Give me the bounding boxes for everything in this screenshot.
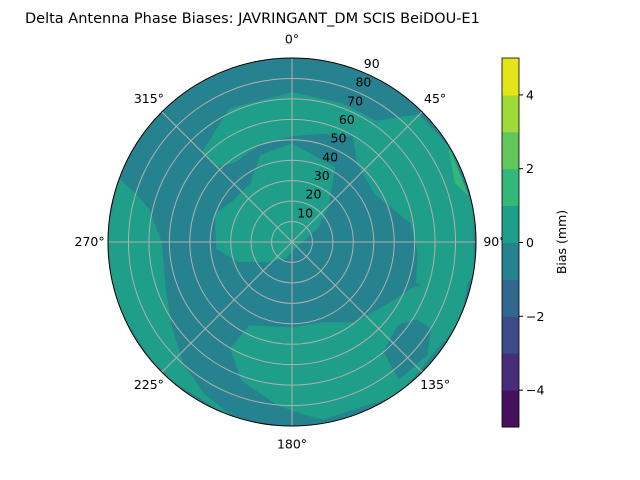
colorbar-band <box>502 94 519 133</box>
angular-gridline <box>291 241 423 373</box>
colorbar-band <box>502 205 519 243</box>
angular-gridline <box>291 111 423 243</box>
colorbar-band <box>502 279 519 317</box>
colorbar-tick-label: −2 <box>526 309 544 324</box>
radial-tick-label: 20 <box>306 187 322 202</box>
colorbar-tick-label: 4 <box>526 87 534 102</box>
radial-tick-label: 50 <box>331 131 347 146</box>
angular-tick-label: 45° <box>424 91 446 106</box>
chart-title: Delta Antenna Phase Biases: JAVRINGANT_D… <box>25 11 480 27</box>
angular-tick-label: 180° <box>277 436 307 451</box>
colorbar-band <box>502 316 519 354</box>
colorbar-band <box>502 353 519 391</box>
radial-tick-label: 80 <box>355 75 371 90</box>
polar-frame <box>107 57 477 427</box>
colorbar: −4 −2 0 2 4 Bias (mm) <box>501 57 569 428</box>
angular-gridline <box>161 241 293 373</box>
radial-tick-label: 90 <box>364 56 380 71</box>
angular-tick-label: 135° <box>420 377 450 392</box>
colorbar-band <box>502 131 519 170</box>
angular-tick-label: 90° <box>483 234 505 249</box>
angular-tick-label: 270° <box>75 234 105 249</box>
colorbar-band <box>502 168 519 207</box>
colorbar-band <box>502 58 519 96</box>
radial-tick-label: 70 <box>347 93 363 108</box>
colorbar-tick-label: −4 <box>526 383 544 398</box>
radial-tick-label: 10 <box>297 205 313 220</box>
radial-tick-label: 60 <box>339 112 355 127</box>
angular-gridline <box>161 111 293 243</box>
angular-tick-label: 315° <box>134 91 164 106</box>
contour-region <box>449 150 469 196</box>
colorbar-band <box>502 242 519 280</box>
colorbar-tick-label: 0 <box>526 235 534 250</box>
angular-tick-label: 0° <box>285 32 299 47</box>
radial-tick-label: 40 <box>322 149 338 164</box>
colorbar-band <box>502 390 519 428</box>
angular-tick-label: 225° <box>134 377 164 392</box>
polar-plot-area: 0° 45° 90° 135° 180° 225° 270° 315° 10 20 30 40 50 60… <box>75 32 506 452</box>
colorbar-label: Bias (mm) <box>554 210 569 274</box>
radial-tick-label: 30 <box>314 168 330 183</box>
colorbar-tick-label: 2 <box>526 161 534 176</box>
